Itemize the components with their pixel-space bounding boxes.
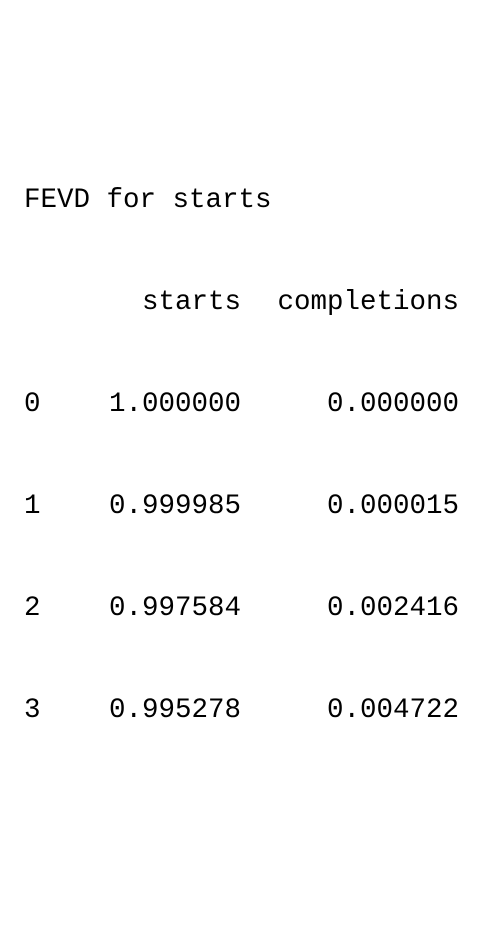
row-index: 0 <box>24 389 41 420</box>
cell-completions: 0.000015 <box>326 491 459 522</box>
table-row: 1 0.999985 0.000015 <box>24 490 459 524</box>
row-index: 3 <box>24 695 41 726</box>
cell-completions: 0.004722 <box>326 695 459 726</box>
cell-completions: 0.002416 <box>326 593 459 624</box>
table-row: 2 0.997584 0.002416 <box>24 592 459 626</box>
cell-starts: 0.999985 <box>108 491 241 522</box>
table-title: FEVD for starts <box>24 185 272 216</box>
cell-starts: 1.000000 <box>108 389 241 420</box>
console-output: FEVD for starts starts completions 0 1.0… <box>24 14 459 944</box>
column-header-completions: completions <box>277 287 459 318</box>
table-header: starts completions <box>24 286 459 320</box>
row-index: 2 <box>24 593 41 624</box>
column-header-starts: starts <box>141 287 241 318</box>
table-row: 0 1.000000 0.000000 <box>24 388 459 422</box>
table-row: 3 0.995278 0.004722 <box>24 694 459 728</box>
index-header <box>24 286 106 320</box>
cell-starts: 0.995278 <box>108 695 241 726</box>
row-index: 1 <box>24 491 41 522</box>
blank-line <box>24 898 459 932</box>
cell-completions: 0.000000 <box>326 389 459 420</box>
cell-starts: 0.997584 <box>108 593 241 624</box>
fevd-table-starts: FEVD for starts starts completions 0 1.0… <box>24 116 459 796</box>
